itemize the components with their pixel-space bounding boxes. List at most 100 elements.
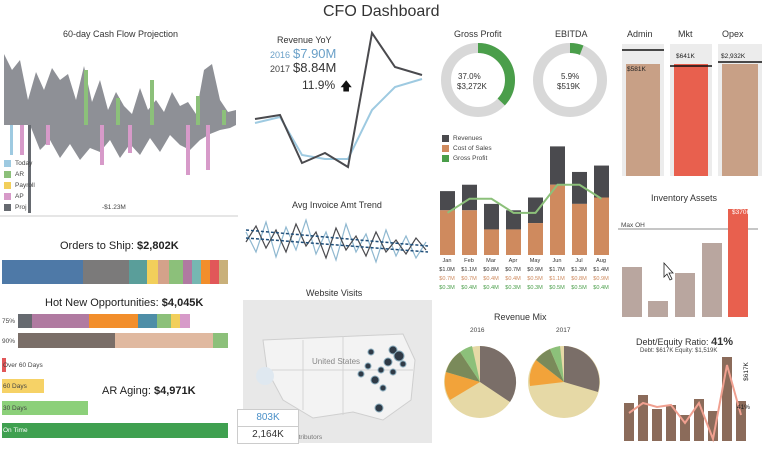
opportunities-label: Hot New Opportunities: $4,045K (45, 297, 203, 309)
equity-value: Equity: $1,519K (675, 348, 718, 354)
monthly-months-label: Jan (442, 258, 452, 264)
inventory-title: Inventory Assets (651, 193, 718, 203)
legend-gross-profit: Gross Profit (453, 154, 488, 162)
revenue-bar (506, 210, 521, 230)
revenue-bar (572, 171, 587, 204)
ebitda-title: EBITDA (555, 29, 588, 39)
monthly-cost-of-sales-label: $0.4M (483, 276, 499, 282)
cost-bar (528, 223, 543, 255)
orders-segment (146, 260, 158, 284)
cost-bar (440, 210, 455, 255)
opportunities-segment (114, 333, 214, 348)
monthly-months-label: Mar (486, 258, 496, 264)
monthly-cost-of-sales-label: $0.7M (439, 276, 455, 282)
monthly-cost-of-sales-label: $0.5M (527, 276, 543, 282)
monthly-gross-profit-label: $0.3M (527, 285, 543, 291)
debt-equity-values: Debt: $617K Equity: $1,519K (640, 348, 717, 354)
opportunities-row-75: 75% (2, 318, 16, 325)
monthly-months-label: Jul (575, 258, 583, 264)
map-shapes (256, 333, 416, 421)
opportunities-segment (179, 314, 190, 328)
debt-equity-title: Debt/Equity Ratio: (636, 337, 709, 347)
expense-opex-value: $2,932K (721, 53, 746, 60)
debt-equity-chart (624, 357, 746, 443)
monthly-cost-of-sales-label: $0.4M (505, 276, 521, 282)
revenue-curr-value: $8.84M (293, 60, 337, 75)
monthly-months-label: Apr (508, 258, 518, 264)
cost-bar (594, 197, 609, 255)
cost-bar (484, 229, 499, 255)
ar-label-30: 30 Days (3, 405, 27, 412)
page-title: CFO Dashboard (323, 3, 440, 20)
cursor-icon (663, 261, 674, 281)
monthly-revenues-label: $1.1M (461, 267, 477, 273)
monthly-cost-of-sales-label: $0.8M (571, 276, 587, 282)
opportunities-segment (157, 314, 172, 328)
ar-aging-label-text: AR Aging: (102, 385, 151, 397)
legend-swatch (4, 193, 11, 200)
expense-header-mkt: Mkt (678, 29, 693, 39)
monthly-revenues-label: $1.4M (593, 267, 609, 273)
orders-label: Orders to Ship: $2,802K (60, 240, 179, 252)
cashflow-min-label: -$1.23M (102, 204, 126, 211)
orders-segment (191, 260, 201, 284)
debt-equity-ratio: 41% (711, 336, 734, 348)
legend-ap: AP (15, 193, 24, 200)
monthly-gross-profit-label: $0.4M (483, 285, 499, 291)
cost-bar (550, 184, 565, 255)
gross-profit-title: Gross Profit (454, 29, 502, 39)
cashflow-legend: Today AR Payroll AP Proj (4, 158, 35, 213)
opportunities-segment (31, 314, 89, 328)
orders-segment (2, 260, 84, 284)
monthly-cost-of-sales-label: $0.9M (593, 276, 609, 282)
legend-swatch (442, 154, 449, 162)
website-value-1: 803K (237, 409, 299, 427)
monthly-gross-profit-label: $0.5M (549, 285, 565, 291)
map-country-label: United States (312, 357, 361, 366)
cost-bar (572, 203, 587, 255)
orders-label-text: Orders to Ship: (60, 240, 134, 252)
monthly-gross-profit-label: $0.3M (505, 285, 521, 291)
orders-bar (2, 260, 228, 284)
revenue-bar (484, 203, 499, 230)
revenue-mix-pie-2016 (444, 345, 517, 418)
opportunities-segment (138, 314, 158, 328)
expense-header-admin: Admin (627, 29, 653, 39)
orders-segment (128, 260, 147, 284)
monthly-revenues-label: $0.7M (505, 267, 521, 273)
ar-label-60: 60 Days (3, 383, 27, 390)
revenue-growth: 11.9% (302, 78, 336, 92)
gross-profit-line (446, 183, 603, 214)
website-value-2: 2,164K (237, 426, 299, 444)
monthly-labels: Jan Feb Mar Apr May Jun Jul Aug $1.0M $1.1M $0.8M $… (436, 258, 612, 294)
invoice-title: Avg Invoice Amt Trend (292, 200, 382, 210)
inventory-max-label: Max OH (621, 222, 645, 229)
expense-header-opex: Opex (722, 29, 744, 39)
legend-swatch (442, 134, 449, 142)
debt-side-value: $617K (742, 362, 750, 381)
revenue-bar (594, 165, 609, 198)
orders-segment (218, 260, 228, 284)
opportunities-value: $4,045K (161, 297, 204, 309)
legend-swatch (442, 144, 449, 152)
monthly-revenues-label: $1.3M (571, 267, 587, 273)
legend-payroll: Payroll (15, 182, 35, 189)
revenue-yoy-chart (254, 30, 423, 169)
revenue-prev-year: 2016 (270, 50, 291, 60)
legend-today: Today (15, 160, 33, 167)
ar-label-over60: Over 60 Days (3, 362, 43, 369)
opportunities-bar-75 (18, 314, 190, 328)
ar-bar-over60 (2, 358, 6, 372)
opportunities-row-90: 90% (2, 338, 16, 345)
opportunities-label-text: Hot New Opportunities: (45, 297, 159, 309)
website-map[interactable] (243, 300, 432, 443)
invoice-chart (245, 217, 429, 264)
expense-bars (622, 44, 762, 176)
inventory-highlight: $370K (732, 209, 751, 216)
legend-revenues: Revenues (453, 134, 483, 142)
monthly-revenues-label: $1.7M (549, 267, 565, 273)
opportunities-bar-90 (18, 333, 228, 348)
revenue-bar (528, 197, 543, 224)
legend-swatch (4, 182, 11, 189)
legend-swatch (4, 171, 11, 178)
